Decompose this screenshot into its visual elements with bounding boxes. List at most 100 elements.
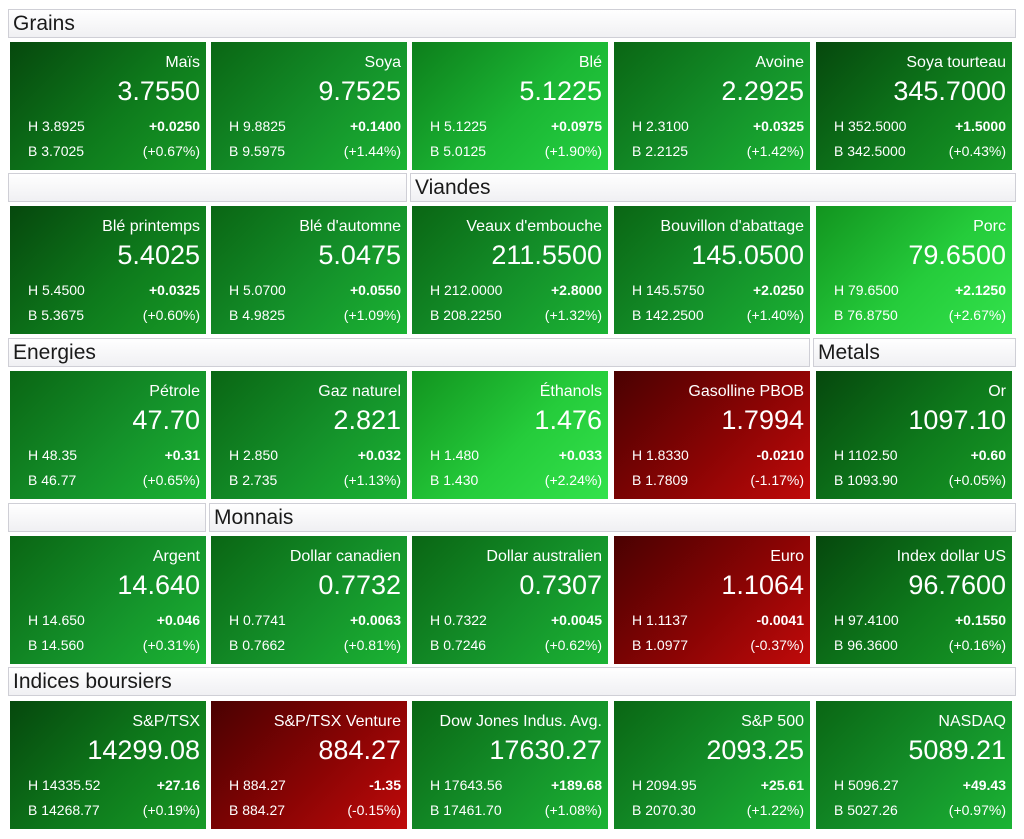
quote-price: 2.2925 xyxy=(721,76,804,106)
quote-high: H 79.6500 xyxy=(834,282,899,298)
quote-tile-ble[interactable]: Blé 5.1225 H 5.1225 B 5.0125 +0.0975 (+1… xyxy=(412,42,608,170)
quote-low: B 208.2250 xyxy=(430,307,502,323)
quote-tile-mais[interactable]: Maïs 3.7550 H 3.8925 B 3.7025 +0.0250 (+… xyxy=(10,42,206,170)
quote-price: 2.821 xyxy=(333,405,401,435)
quote-tile-veaux-embouche[interactable]: Veaux d'embouche 211.5500 H 212.0000 B 2… xyxy=(412,206,608,334)
quote-low: B 76.8750 xyxy=(834,307,898,323)
quote-name: Bouvillon d'abattage xyxy=(660,218,804,235)
quote-tile-sp-500[interactable]: S&P 500 2093.25 H 2094.95 B 2070.30 +25.… xyxy=(614,701,810,829)
quote-name: Soya xyxy=(364,54,401,71)
quote-change: -0.0210 xyxy=(756,447,804,463)
quote-low: B 14268.77 xyxy=(28,802,100,818)
quote-change: +2.0250 xyxy=(753,282,804,298)
quote-low: B 5027.26 xyxy=(834,802,898,818)
quote-percent: (+0.67%) xyxy=(142,143,200,159)
section-header-spacer xyxy=(8,503,206,532)
quote-percent: (+1.08%) xyxy=(544,802,602,818)
quote-tile-euro[interactable]: Euro 1.1064 H 1.1137 B 1.0977 -0.0041 (-… xyxy=(614,536,810,664)
quote-tile-dollar-canadien[interactable]: Dollar canadien 0.7732 H 0.7741 B 0.7662… xyxy=(211,536,407,664)
quote-name: Or xyxy=(988,383,1006,400)
quote-change: +0.0550 xyxy=(350,282,401,298)
quote-price: 17630.27 xyxy=(489,735,602,765)
quote-change: +0.31 xyxy=(164,447,200,463)
quote-price: 2093.25 xyxy=(706,735,804,765)
section-header-energies: Energies xyxy=(8,338,810,367)
quote-percent: (+0.16%) xyxy=(948,637,1006,653)
quote-high: H 1.8330 xyxy=(632,447,689,463)
quote-percent: (+1.90%) xyxy=(544,143,602,159)
quote-tile-sp-tsx[interactable]: S&P/TSX 14299.08 H 14335.52 B 14268.77 +… xyxy=(10,701,206,829)
quote-tile-bouvillon-abattage[interactable]: Bouvillon d'abattage 145.0500 H 145.5750… xyxy=(614,206,810,334)
quote-low: B 0.7246 xyxy=(430,637,487,653)
quote-tile-soya-tourteau[interactable]: Soya tourteau 345.7000 H 352.5000 B 342.… xyxy=(816,42,1012,170)
quote-name: Blé d'automne xyxy=(299,218,401,235)
quote-tile-sp-tsx-venture[interactable]: S&P/TSX Venture 884.27 H 884.27 B 884.27… xyxy=(211,701,407,829)
quote-tile-porc[interactable]: Porc 79.6500 H 79.6500 B 76.8750 +2.1250… xyxy=(816,206,1012,334)
quote-tile-dollar-australien[interactable]: Dollar australien 0.7307 H 0.7322 B 0.72… xyxy=(412,536,608,664)
quote-tile-ble-automne[interactable]: Blé d'automne 5.0475 H 5.0700 B 4.9825 +… xyxy=(211,206,407,334)
quote-high: H 884.27 xyxy=(229,777,286,793)
quote-low: B 0.7662 xyxy=(229,637,286,653)
section-title: Energies xyxy=(13,341,96,364)
quote-price: 5.4025 xyxy=(117,240,200,270)
quote-price: 211.5500 xyxy=(491,240,602,270)
quote-change: +0.0325 xyxy=(753,118,804,134)
quote-name: Blé xyxy=(578,54,602,71)
quote-price: 14.640 xyxy=(117,570,200,600)
section-header-metals: Metals xyxy=(813,338,1016,367)
quote-tile-nasdaq[interactable]: NASDAQ 5089.21 H 5096.27 B 5027.26 +49.4… xyxy=(816,701,1012,829)
quote-high: H 2.3100 xyxy=(632,118,689,134)
quote-high: H 97.4100 xyxy=(834,612,899,628)
section-header-monnais: Monnais xyxy=(209,503,1016,532)
quote-change: +0.0325 xyxy=(149,282,200,298)
quote-tile-or[interactable]: Or 1097.10 H 1102.50 B 1093.90 +0.60 (+0… xyxy=(816,371,1012,499)
quote-tile-ethanols[interactable]: Éthanols 1.476 H 1.480 B 1.430 +0.033 (+… xyxy=(412,371,608,499)
quote-tile-gaz-naturel[interactable]: Gaz naturel 2.821 H 2.850 B 2.735 +0.032… xyxy=(211,371,407,499)
quote-change: +0.0250 xyxy=(149,118,200,134)
quote-percent: (-1.17%) xyxy=(750,472,804,488)
section-title: Viandes xyxy=(415,176,491,199)
quote-name: S&P/TSX xyxy=(132,713,200,730)
quote-percent: (+1.13%) xyxy=(343,472,401,488)
quote-tile-index-dollar-us[interactable]: Index dollar US 96.7600 H 97.4100 B 96.3… xyxy=(816,536,1012,664)
quote-low: B 96.3600 xyxy=(834,637,898,653)
quote-tile-soya[interactable]: Soya 9.7525 H 9.8825 B 9.5975 +0.1400 (+… xyxy=(211,42,407,170)
quote-change: +49.43 xyxy=(962,777,1006,793)
quote-high: H 14.650 xyxy=(28,612,85,628)
quote-low: B 14.560 xyxy=(28,637,85,653)
quote-percent: (+1.32%) xyxy=(544,307,602,323)
quote-high: H 5.0700 xyxy=(229,282,286,298)
quote-low: B 4.9825 xyxy=(229,307,286,323)
quote-high: H 2094.95 xyxy=(632,777,697,793)
quote-price: 1.1064 xyxy=(721,570,804,600)
quote-high: H 9.8825 xyxy=(229,118,286,134)
quote-high: H 14335.52 xyxy=(28,777,101,793)
quote-name: Avoine xyxy=(755,54,804,71)
quote-percent: (-0.37%) xyxy=(750,637,804,653)
quote-low: B 1.0977 xyxy=(632,637,689,653)
quote-name: S&P/TSX Venture xyxy=(273,713,401,730)
quote-price: 14299.08 xyxy=(87,735,200,765)
quote-price: 1097.10 xyxy=(908,405,1006,435)
quote-tile-avoine[interactable]: Avoine 2.2925 H 2.3100 B 2.2125 +0.0325 … xyxy=(614,42,810,170)
quote-price: 3.7550 xyxy=(117,76,200,106)
quote-tile-petrole[interactable]: Pétrole 47.70 H 48.35 B 46.77 +0.31 (+0.… xyxy=(10,371,206,499)
quote-price: 5.1225 xyxy=(519,76,602,106)
quote-change: +0.0063 xyxy=(350,612,401,628)
section-header-indices: Indices boursiers xyxy=(8,667,1016,696)
quote-low: B 142.2500 xyxy=(632,307,704,323)
quote-tile-ble-printemps[interactable]: Blé printemps 5.4025 H 5.4500 B 5.3675 +… xyxy=(10,206,206,334)
quote-price: 0.7732 xyxy=(318,570,401,600)
quote-price: 345.7000 xyxy=(893,76,1006,106)
quote-percent: (+0.05%) xyxy=(948,472,1006,488)
quote-tile-gasolline-pbob[interactable]: Gasolline PBOB 1.7994 H 1.8330 B 1.7809 … xyxy=(614,371,810,499)
quote-name: Soya tourteau xyxy=(906,54,1006,71)
quote-low: B 5.3675 xyxy=(28,307,85,323)
quote-percent: (+1.44%) xyxy=(343,143,401,159)
quote-name: Porc xyxy=(973,218,1006,235)
section-header-grains: Grains xyxy=(8,9,1016,38)
quote-price: 0.7307 xyxy=(519,570,602,600)
quote-tile-dow-jones[interactable]: Dow Jones Indus. Avg. 17630.27 H 17643.5… xyxy=(412,701,608,829)
quote-change: -1.35 xyxy=(369,777,401,793)
quote-tile-argent[interactable]: Argent 14.640 H 14.650 B 14.560 +0.046 (… xyxy=(10,536,206,664)
